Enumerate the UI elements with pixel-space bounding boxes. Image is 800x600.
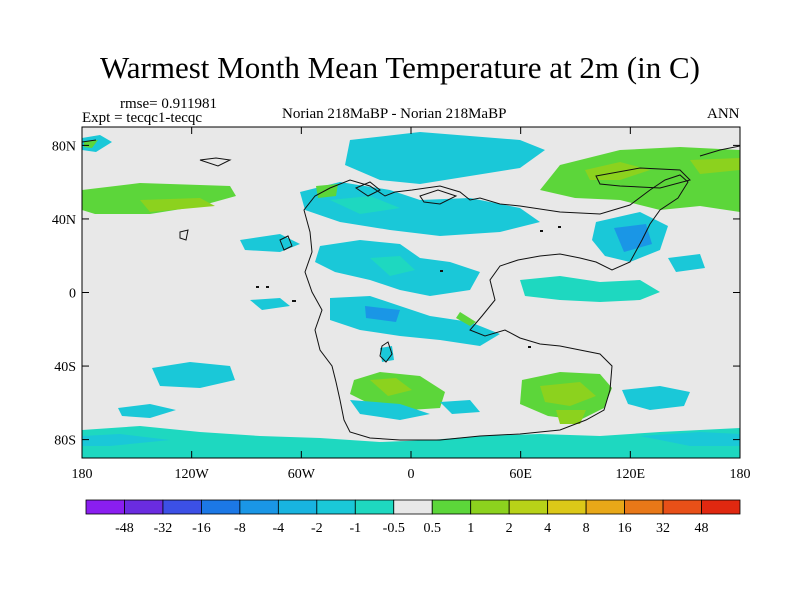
colorbar-swatch (201, 499, 241, 515)
rmse-label: rmse= 0.911981 (120, 96, 218, 112)
colorbar-swatch (354, 499, 395, 515)
colorbar-label: 32 (656, 521, 670, 536)
axes: 180 120W 60W 0 60E 120E 180 80N 40N 0 40S 80S (52, 127, 751, 482)
y-tick-label: 0 (69, 287, 76, 302)
y-tick-label: 40N (52, 213, 76, 228)
colorbar-label: -16 (192, 521, 211, 536)
colorbar-swatch (393, 499, 433, 515)
colorbar-label: 2 (506, 521, 513, 536)
colorbar-label: 16 (618, 521, 632, 536)
colorbar-label: -2 (311, 521, 323, 536)
colorbar-label: 1 (467, 521, 474, 536)
x-tick-label: 120E (616, 467, 646, 482)
coastlines (82, 139, 740, 441)
colorbar-label: 0.5 (423, 521, 441, 536)
x-tick-label: 60E (509, 467, 532, 482)
colorbar-swatch (431, 499, 472, 515)
anomaly-fields (82, 132, 740, 458)
colorbar-swatch (124, 499, 164, 515)
chart-title: Warmest Month Mean Temperature at 2m (in… (100, 50, 700, 85)
comparison-label: Norian 218MaBP - Norian 218MaBP (282, 106, 507, 122)
colorbar-label: -32 (154, 521, 173, 536)
colorbar-label: -8 (234, 521, 246, 536)
colorbar-label: -48 (115, 521, 134, 536)
colorbar-swatch (470, 499, 510, 515)
colorbar-swatch (85, 499, 125, 515)
y-tick-label: 40S (54, 360, 76, 375)
colorbar-swatch (547, 499, 587, 515)
colorbar-label: 48 (695, 521, 709, 536)
x-tick-label: 120W (175, 467, 210, 482)
colorbar: -48 -32 -16 -8 -4 -2 -1 -0.5 0.5 1 2 4 8 16 32 48 (85, 499, 741, 536)
colorbar-swatch (508, 499, 549, 515)
colorbar-swatch (624, 499, 664, 515)
x-tick-label: 180 (730, 467, 751, 482)
island-markers (256, 226, 561, 348)
colorbar-label: -0.5 (383, 521, 405, 536)
colorbar-swatch (701, 499, 741, 515)
season-label: ANN (707, 106, 740, 122)
colorbar-label: 4 (544, 521, 551, 536)
colorbar-swatch (662, 499, 702, 515)
colorbar-swatch (277, 499, 318, 515)
y-tick-label: 80N (52, 139, 76, 154)
colorbar-swatch (585, 499, 625, 515)
x-tick-label: 180 (72, 467, 93, 482)
colorbar-label: -1 (349, 521, 361, 536)
colorbar-swatch (316, 499, 356, 515)
colorbar-swatch (239, 499, 279, 515)
y-tick-label: 80S (54, 434, 76, 449)
colorbar-swatch (162, 499, 202, 515)
colorbar-label: 8 (583, 521, 590, 536)
x-tick-label: 0 (408, 467, 415, 482)
expt-label: Expt = tecqc1-tecqc (82, 110, 203, 126)
colorbar-label: -4 (273, 521, 285, 536)
x-tick-label: 60W (288, 467, 316, 482)
